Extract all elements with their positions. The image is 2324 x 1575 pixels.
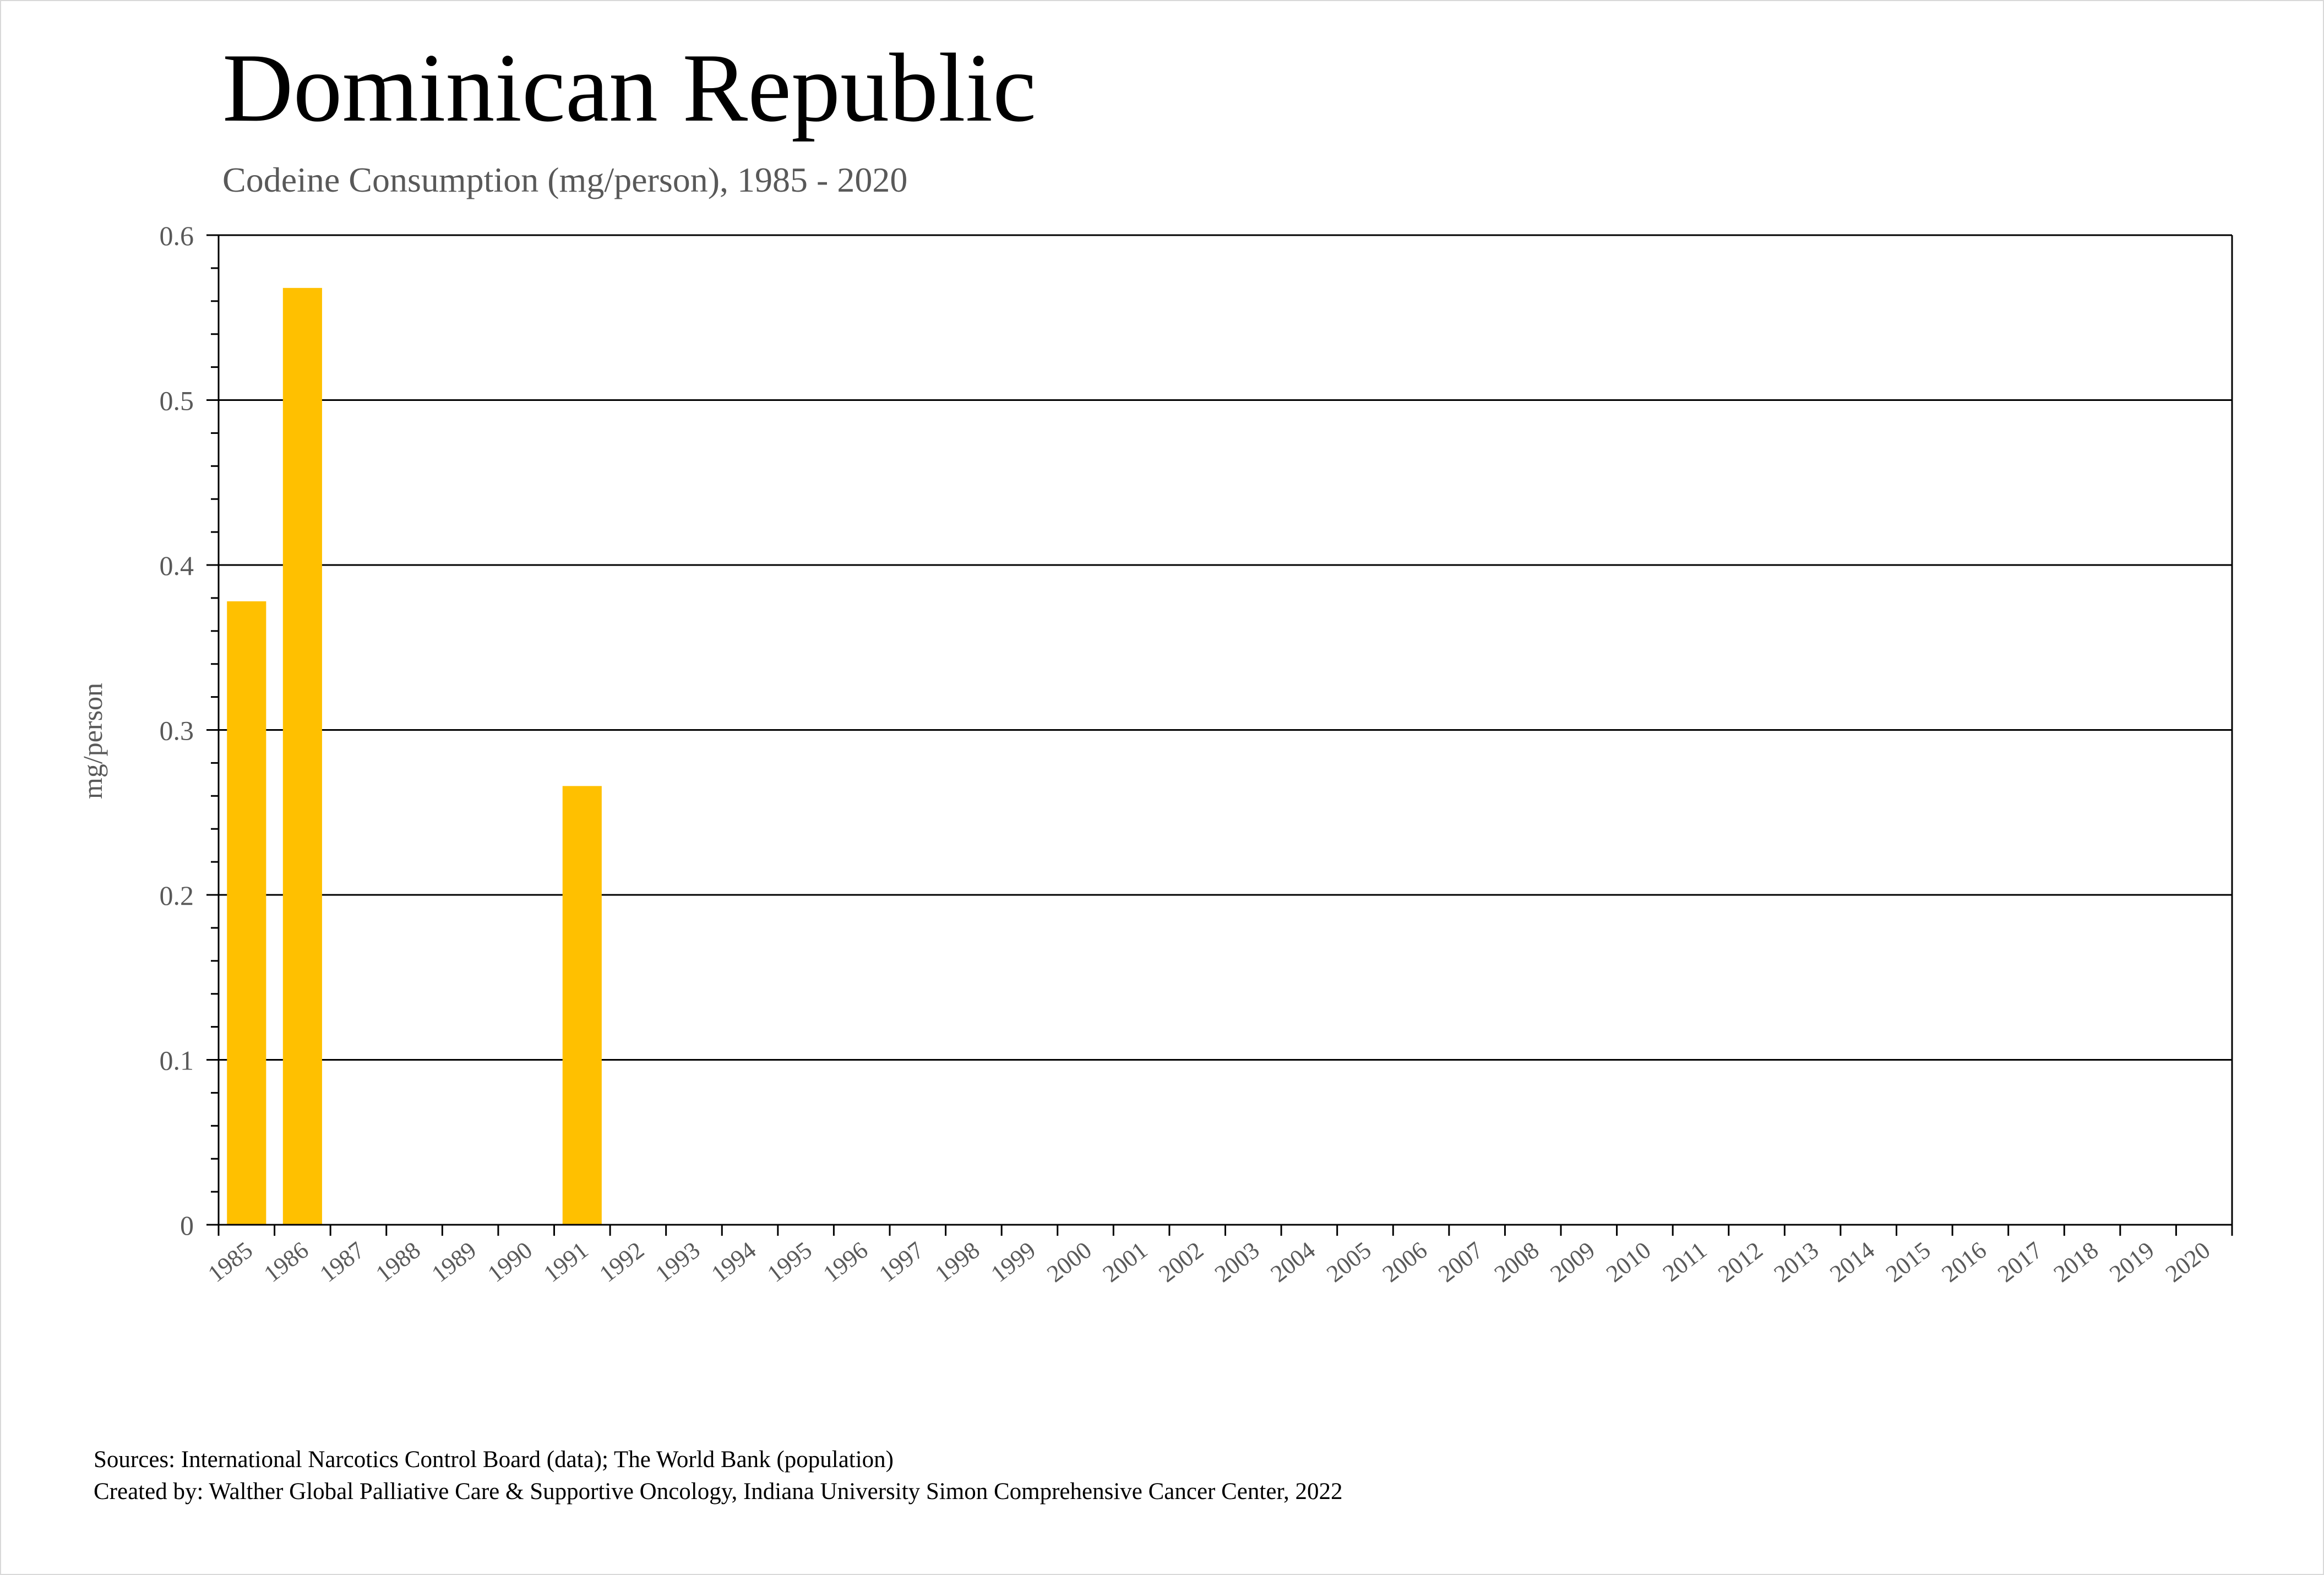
x-tick-label: 1989 bbox=[427, 1236, 482, 1288]
x-tick-label: 1985 bbox=[203, 1236, 258, 1288]
y-tick-label: 0.3 bbox=[160, 715, 194, 746]
x-tick-label: 2015 bbox=[1881, 1236, 1936, 1288]
x-tick-label: 2017 bbox=[1993, 1236, 2048, 1288]
y-tick-label: 0.5 bbox=[160, 385, 194, 416]
x-tick-label: 2016 bbox=[1937, 1236, 1992, 1288]
x-tick-label: 1994 bbox=[706, 1236, 761, 1288]
x-tick-label: 1998 bbox=[930, 1236, 985, 1288]
x-tick-label: 1997 bbox=[874, 1236, 929, 1288]
x-tick-label: 2009 bbox=[1545, 1236, 1600, 1288]
sources-note: Sources: International Narcotics Control… bbox=[94, 1447, 894, 1473]
created-by-note: Created by: Walther Global Palliative Ca… bbox=[94, 1479, 1343, 1505]
x-tick-label: 2006 bbox=[1378, 1236, 1433, 1288]
y-tick-label: 0.6 bbox=[160, 220, 194, 251]
x-tick-label: 1992 bbox=[595, 1236, 650, 1288]
x-tick-label: 2011 bbox=[1658, 1236, 1712, 1287]
x-tick-label: 2020 bbox=[2160, 1236, 2216, 1288]
x-tick-label: 2004 bbox=[1266, 1236, 1321, 1288]
footer: Sources: International Narcotics Control… bbox=[94, 1444, 1343, 1508]
x-tick-label: 1987 bbox=[315, 1236, 370, 1288]
x-tick-label: 2005 bbox=[1321, 1236, 1376, 1288]
x-tick-label: 2001 bbox=[1098, 1236, 1153, 1288]
x-tick-label: 1993 bbox=[650, 1236, 705, 1288]
x-tick-label: 2013 bbox=[1769, 1236, 1824, 1288]
x-tick-label: 1990 bbox=[482, 1236, 537, 1288]
x-tick-label: 2008 bbox=[1489, 1236, 1544, 1288]
x-tick-label: 2019 bbox=[2104, 1236, 2159, 1288]
x-tick-label: 1999 bbox=[986, 1236, 1041, 1288]
chart-subtitle: Codeine Consumption (mg/person), 1985 - … bbox=[222, 160, 908, 199]
y-tick-label: 0.1 bbox=[160, 1045, 194, 1076]
x-tick-label: 1991 bbox=[538, 1236, 594, 1288]
gridlines bbox=[219, 234, 2232, 1061]
x-tick-label: 2018 bbox=[2049, 1236, 2104, 1288]
x-tick-label: 2014 bbox=[1825, 1236, 1880, 1288]
x-tick-label: 1986 bbox=[259, 1236, 314, 1288]
bar-1985 bbox=[227, 601, 266, 1225]
x-tick-label: 1995 bbox=[762, 1236, 817, 1288]
x-tick-label: 2012 bbox=[1713, 1236, 1768, 1288]
bar-1986 bbox=[282, 287, 322, 1225]
axes bbox=[206, 234, 2233, 1236]
x-tick-label: 2002 bbox=[1153, 1236, 1209, 1288]
x-tick-label: 1988 bbox=[371, 1236, 426, 1288]
x-tick-label: 2010 bbox=[1601, 1236, 1656, 1288]
y-tick-label: 0.2 bbox=[160, 880, 194, 911]
y-axis-label: mg/person bbox=[77, 683, 108, 799]
x-tick-label: 2007 bbox=[1433, 1236, 1488, 1288]
y-tick-label: 0 bbox=[180, 1210, 194, 1241]
x-tick-label: 1996 bbox=[818, 1236, 873, 1288]
x-tick-label: 2003 bbox=[1210, 1236, 1265, 1288]
bar-1991 bbox=[562, 786, 602, 1225]
chart-title: Dominican Republic bbox=[222, 33, 1037, 142]
y-tick-label: 0.4 bbox=[160, 550, 194, 581]
x-tick-label: 2000 bbox=[1042, 1236, 1097, 1288]
bars bbox=[227, 287, 602, 1225]
